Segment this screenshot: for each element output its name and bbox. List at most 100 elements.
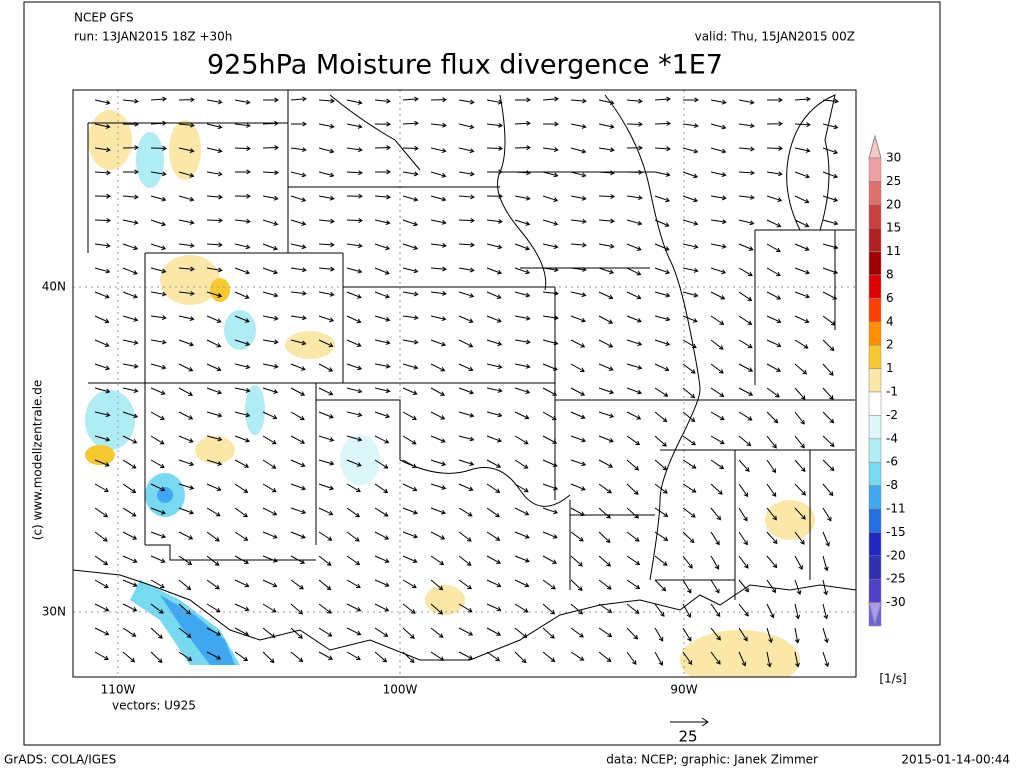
wind-arrow [682, 555, 693, 569]
wind-arrow [262, 651, 275, 664]
wind-arrow [346, 193, 363, 199]
wind-arrow [402, 483, 418, 492]
wind-arrow [402, 435, 417, 445]
wind-arrow [178, 219, 195, 225]
wind-arrow [402, 145, 419, 151]
wind-arrow [710, 315, 725, 325]
wind-arrow [290, 243, 307, 250]
wind-arrow [94, 363, 111, 371]
wind-arrow [766, 291, 782, 300]
wind-arrow [234, 267, 250, 275]
wind-arrow [234, 507, 248, 518]
wind-arrow [206, 315, 222, 323]
wind-arrow [738, 411, 753, 421]
wind-arrow [234, 411, 251, 418]
wind-arrow [234, 99, 251, 105]
wind-arrow [570, 171, 587, 178]
wind-arrow [318, 363, 334, 372]
wind-arrow [150, 651, 163, 664]
wind-arrow [122, 627, 137, 637]
wind-arrow [150, 387, 166, 395]
wind-arrow [570, 123, 587, 129]
wind-arrow [794, 122, 811, 128]
wind-arrow [318, 627, 333, 637]
wind-arrow [206, 194, 223, 200]
wind-arrow [822, 243, 839, 250]
wind-arrow [374, 651, 388, 663]
footer-left: GrADS: COLA/IGES [4, 753, 116, 767]
wind-arrow [122, 459, 137, 469]
wind-arrow [374, 411, 391, 419]
wind-arrow [374, 555, 390, 564]
wind-arrow [402, 579, 417, 589]
colorbar-unit: [1/s] [879, 672, 906, 686]
wind-arrow [346, 387, 363, 394]
wind-arrow [598, 579, 612, 590]
wind-arrow [598, 194, 615, 200]
wind-arrow [234, 363, 251, 370]
wind-arrow [682, 123, 699, 129]
wind-arrow [150, 339, 167, 345]
wind-arrow [178, 411, 194, 420]
wind-arrow [262, 219, 279, 226]
wind-arrow [346, 147, 363, 153]
wind-arrow [570, 195, 587, 201]
wind-arrow [150, 555, 166, 563]
wind-arrow [150, 243, 167, 251]
wind-arrow [262, 627, 276, 639]
wind-arrow [262, 507, 278, 516]
wind-arrow [458, 435, 475, 442]
wind-arrow [598, 531, 611, 544]
shade [85, 445, 115, 465]
wind-arrow [430, 266, 447, 272]
wind-arrow [570, 266, 587, 272]
wind-arrow [178, 97, 195, 103]
wind-arrow [458, 217, 475, 223]
wind-arrow [206, 459, 223, 466]
wind-arrow [206, 627, 222, 636]
wind-arrow [514, 483, 529, 493]
shade [157, 487, 173, 503]
wind-arrow [710, 555, 720, 570]
wind-arrow [318, 291, 335, 297]
wind-arrow [290, 121, 307, 127]
wind-arrow [402, 363, 419, 370]
wind-arrow [682, 267, 699, 273]
wind-arrow [766, 219, 782, 228]
wind-arrow [150, 531, 166, 539]
wind-arrow [822, 555, 829, 572]
wind-arrow [374, 169, 391, 175]
wind-arrow [458, 267, 475, 273]
wind-arrow [710, 579, 720, 594]
wind-arrow [262, 531, 278, 539]
wind-arrow [626, 291, 642, 300]
wind-arrow [626, 98, 643, 104]
wind-arrow [654, 291, 671, 298]
wind-arrow [794, 555, 803, 571]
wind-arrow [458, 483, 474, 492]
wind-arrow [374, 243, 391, 251]
wind-arrow [626, 603, 640, 614]
wind-arrow [570, 531, 584, 542]
wind-arrow [486, 363, 503, 370]
wind-arrow [822, 267, 839, 275]
colorbar-label: -15 [886, 525, 906, 539]
wind-arrow [262, 387, 279, 394]
wind-arrow [486, 193, 503, 199]
wind-arrow [374, 435, 390, 444]
colorbar-label: 20 [886, 197, 901, 211]
wind-arrow [178, 147, 195, 154]
wind-arrow [234, 627, 250, 636]
wind-arrow [374, 507, 389, 517]
wind-arrow [822, 387, 834, 400]
colorbar-swatch [868, 157, 882, 182]
wind-arrow [402, 411, 417, 420]
wind-arrow [486, 387, 503, 393]
wind-arrow [738, 387, 754, 396]
wind-arrow [430, 315, 447, 322]
footer-center: data: NCEP; graphic: Janek Zimmer [606, 753, 818, 767]
wind-arrow [710, 195, 727, 201]
colorbar-label: 15 [886, 221, 901, 235]
wind-arrow [346, 483, 361, 493]
